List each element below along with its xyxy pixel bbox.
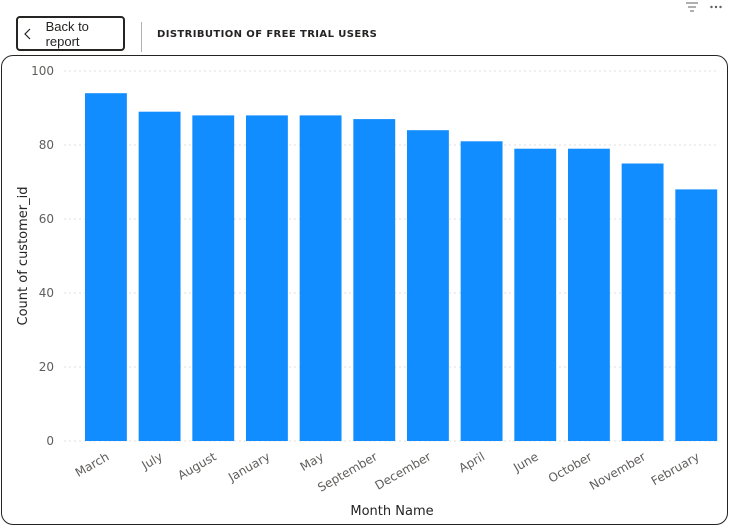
- bar[interactable]: [192, 115, 235, 442]
- x-tick-label: July: [139, 449, 166, 472]
- y-tick-label: 100: [31, 64, 54, 78]
- chevron-left-icon: [24, 28, 34, 40]
- bar[interactable]: [460, 141, 503, 442]
- x-tick-label: January: [225, 449, 272, 484]
- bar[interactable]: [85, 93, 127, 441]
- y-tick-label: 60: [39, 212, 54, 226]
- filter-icon[interactable]: [686, 2, 698, 12]
- bar[interactable]: [353, 119, 396, 441]
- bar[interactable]: [299, 115, 342, 442]
- bar[interactable]: [621, 163, 664, 442]
- x-tick-label: December: [373, 449, 434, 492]
- x-tick-label: May: [298, 449, 326, 474]
- chart-card: 0 20 40 60 80 100 March July August January May Sep…: [1, 55, 728, 525]
- more-options-icon[interactable]: [710, 5, 722, 9]
- bar-chart: 0 20 40 60 80 100 March July August January MaySep…: [16, 64, 718, 519]
- x-axis-title: Month Name: [350, 504, 433, 519]
- y-tick-label: 0: [46, 434, 54, 448]
- bar[interactable]: [514, 148, 557, 441]
- x-tick-label: August: [175, 449, 219, 482]
- x-tick-label: April: [456, 449, 487, 475]
- bar[interactable]: [138, 111, 181, 441]
- visual-title: DISTRIBUTION OF FREE TRIAL USERS: [157, 29, 378, 40]
- back-to-report-button[interactable]: Back to report: [16, 16, 125, 51]
- x-tick-label: June: [510, 449, 541, 475]
- x-tick-label: March: [73, 449, 112, 479]
- y-tick-label: 20: [39, 360, 54, 374]
- y-axis-title: Count of customer_id: [16, 187, 31, 326]
- visual-header-icons: [686, 0, 722, 14]
- title-divider: [141, 22, 142, 52]
- bar[interactable]: [246, 115, 288, 442]
- bar[interactable]: [407, 130, 449, 441]
- bar[interactable]: [675, 189, 718, 441]
- back-button-label: Back to report: [45, 18, 89, 49]
- x-tick-label: November: [587, 449, 648, 492]
- y-tick-label: 40: [39, 286, 54, 300]
- x-tick-label: September: [315, 449, 379, 494]
- y-tick-label: 80: [39, 138, 54, 152]
- bar[interactable]: [568, 148, 610, 441]
- x-tick-label: February: [649, 449, 702, 488]
